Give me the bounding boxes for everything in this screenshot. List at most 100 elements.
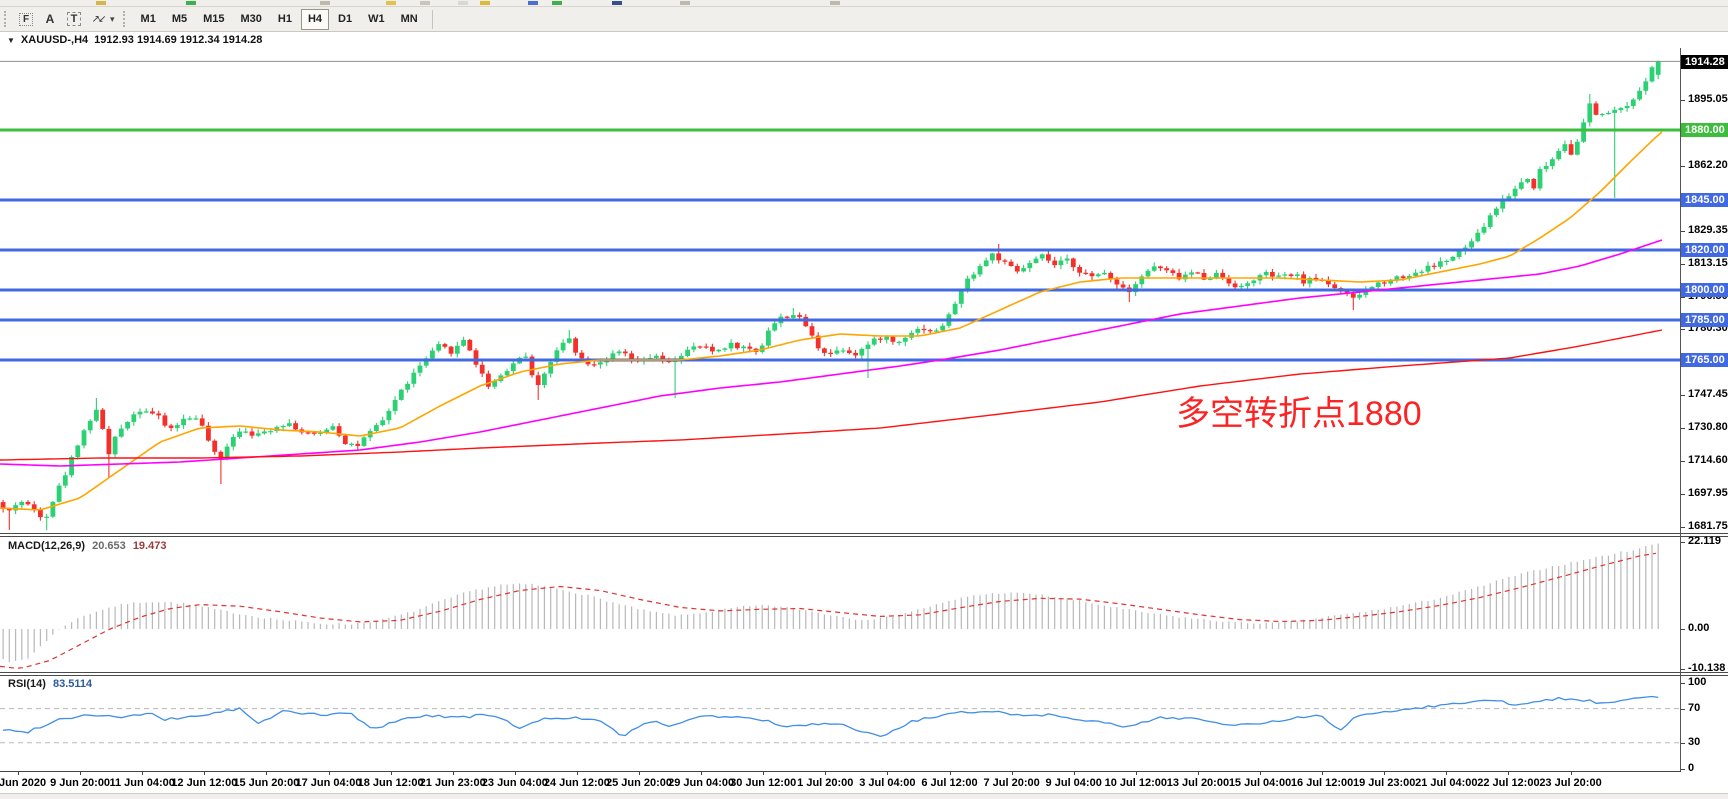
date-tick-label: 21 Jul 04:00 <box>1415 777 1478 789</box>
time-axis-line <box>0 771 1681 772</box>
timeframe-button-H1[interactable]: H1 <box>277 13 292 25</box>
rsi-axis-label: 30 <box>1688 735 1701 748</box>
toolbar-divider <box>431 9 433 29</box>
ma-fast-line <box>0 131 1663 511</box>
date-tick-label: 7 Jul 20:00 <box>983 777 1040 789</box>
toolbar-icon-fragment <box>458 1 468 5</box>
macd-name: MACD(12,26,9) <box>8 540 86 552</box>
price-tick-label: 1714.60 <box>1688 453 1728 466</box>
timeframe-button-M1[interactable]: M1 <box>140 13 156 25</box>
date-tick-label: 23 Jul 20:00 <box>1539 777 1602 789</box>
toolbar-icon-fragment <box>186 1 196 5</box>
price-level-badge-1800: 1800.00 <box>1681 283 1728 297</box>
date-tick-label: 6 Jul 12:00 <box>921 777 978 789</box>
toolbar-grip[interactable] <box>4 11 9 27</box>
symbol-timeframe-label: XAUUSD-,H4 <box>20 34 89 46</box>
dropdown-caret-icon[interactable]: ▾ <box>110 13 115 24</box>
axis-tick <box>1681 708 1685 710</box>
toolbar-icon-fragment <box>830 1 840 5</box>
timeframe-button-H4[interactable]: H4 <box>300 8 330 30</box>
timeframe-button-M30[interactable]: M30 <box>240 13 262 25</box>
price-tick-label: 1730.80 <box>1688 421 1728 434</box>
arrow-objects-tool[interactable]: ↗↙ <box>91 13 107 25</box>
axis-tick <box>390 771 392 775</box>
timeframe-button-M15[interactable]: M15 <box>203 13 225 25</box>
date-tick-label: 29 Jun 04:00 <box>668 777 735 789</box>
date-tick-label: 11 Jun 04:00 <box>109 777 175 789</box>
date-tick-label: 30 Jun 12:00 <box>730 777 797 789</box>
symbol-info-row: ▼ XAUUSD-,H4 1912.93 1914.69 1912.34 191… <box>7 34 262 46</box>
axis-tick <box>1681 99 1685 101</box>
macd-signal-line <box>0 552 1657 669</box>
price-level-badge-1880: 1880.00 <box>1681 123 1728 137</box>
macd-canvas[interactable] <box>0 538 1680 672</box>
price-tick-label: 1697.95 <box>1688 487 1728 500</box>
axis-tick <box>204 771 206 775</box>
symbol-collapse-icon[interactable]: ▼ <box>7 35 15 45</box>
text-tool[interactable]: A <box>45 12 55 26</box>
axis-tick <box>949 771 951 775</box>
macd-axis-label: 0.00 <box>1688 622 1710 634</box>
timeframe-button-W1[interactable]: W1 <box>368 13 385 25</box>
axis-tick <box>1681 297 1685 298</box>
ma-mid-line <box>0 239 1663 467</box>
timeframe-button-MN[interactable]: MN <box>400 13 418 25</box>
current-price-badge: 1914.28 <box>1681 55 1728 69</box>
axis-tick <box>1011 771 1013 775</box>
axis-tick <box>142 771 144 775</box>
axis-tick <box>18 771 19 775</box>
axis-tick <box>1681 494 1685 496</box>
price-tick-label: 1862.20 <box>1688 158 1728 171</box>
macd-main-value: 20.653 <box>92 540 126 552</box>
axis-tick <box>576 771 578 775</box>
toolbar-grip[interactable] <box>122 11 128 27</box>
horizontal-level-lines[interactable] <box>0 128 1680 362</box>
price-level-badge-1845: 1845.00 <box>1681 193 1728 207</box>
rsi-axis-label: 70 <box>1688 701 1701 714</box>
axis-tick <box>1681 460 1685 462</box>
panel-separator[interactable] <box>0 533 1728 537</box>
axis-tick <box>1260 771 1261 775</box>
main-chart-canvas[interactable] <box>0 48 1680 534</box>
rsi-value: 83.5114 <box>52 678 93 690</box>
axis-tick <box>1446 771 1448 775</box>
date-tick-label: 3 Jul 04:00 <box>859 777 916 789</box>
axis-tick <box>1681 165 1685 167</box>
rsi-axis-label: 100 <box>1688 676 1707 688</box>
rsi-canvas[interactable] <box>0 676 1680 771</box>
rsi-level-lines <box>0 708 1680 744</box>
chart-text-annotation[interactable]: 多空转折点1880 <box>1176 395 1422 433</box>
axis-tick <box>763 771 765 775</box>
axis-tick <box>328 771 330 775</box>
timeframe-button-M5[interactable]: M5 <box>171 13 188 25</box>
date-tick-label: 9 Jul 04:00 <box>1045 777 1102 789</box>
candles <box>0 60 1661 530</box>
date-tick-label: 21 Jun 23:00 <box>419 777 486 789</box>
axis-tick <box>452 771 454 775</box>
date-tick-label: 13 Jul 20:00 <box>1166 777 1230 789</box>
axis-tick <box>1681 231 1685 233</box>
price-axis-line <box>1680 48 1681 771</box>
timeframe-button-D1[interactable]: D1 <box>338 13 353 25</box>
macd-histogram <box>2 543 1659 663</box>
date-tick-label: 15 Jun 20:00 <box>233 777 300 789</box>
rsi-name: RSI(14) <box>8 678 46 690</box>
date-tick-label: 10 Jul 12:00 <box>1104 777 1167 789</box>
axis-tick <box>1135 771 1137 775</box>
ohlc-values: 1912.93 1914.69 1912.34 1914.28 <box>94 34 263 46</box>
fibonacci-tool[interactable]: F <box>14 10 38 29</box>
panel-separator[interactable] <box>0 672 1728 676</box>
label-tool[interactable]: T <box>62 10 86 29</box>
axis-tick <box>1681 768 1685 770</box>
date-tick-label: 17 Jun 04:00 <box>295 777 362 789</box>
chart-toolbar: F A T ↗↙ ▾ M1 M5 M15 M30 H1 H4 D1 W1 MN <box>0 7 1728 32</box>
axis-tick <box>80 771 82 775</box>
toolbar-icon-fragment <box>680 1 690 5</box>
date-tick-label: 12 Jun 12:00 <box>171 777 238 789</box>
price-tick-label: 1813.15 <box>1688 256 1728 269</box>
axis-tick <box>1073 771 1075 775</box>
toolbar-icon-fragment <box>96 1 106 5</box>
axis-tick <box>514 771 516 775</box>
axis-tick <box>1681 683 1685 684</box>
